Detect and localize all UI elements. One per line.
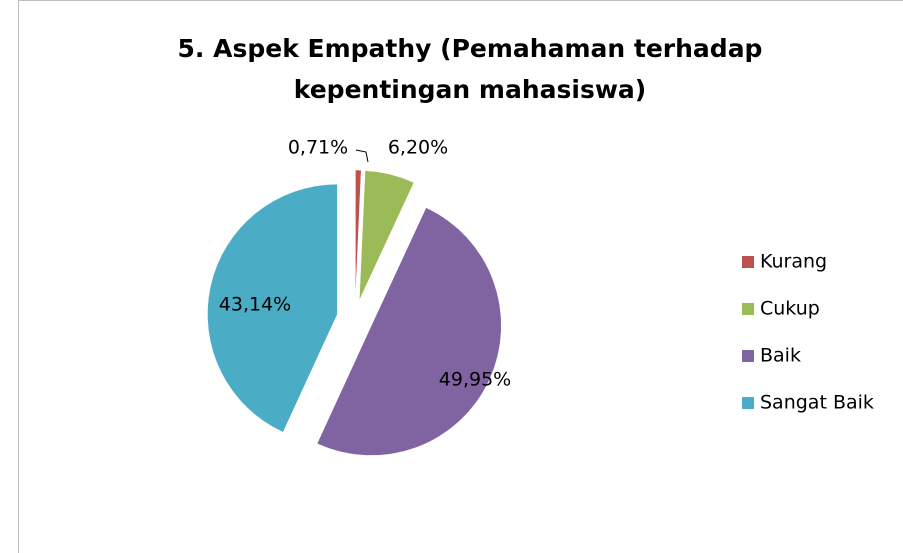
legend-label: Sangat Baik xyxy=(760,392,874,414)
chart-title: 5. Aspek Empathy (Pemahaman terhadap kep… xyxy=(177,34,763,104)
data-label: 43,14% xyxy=(219,294,291,316)
pie-slice xyxy=(359,170,415,301)
pie-slice xyxy=(355,169,362,301)
data-label: 49,95% xyxy=(439,369,511,391)
legend-label: Baik xyxy=(760,345,801,367)
pie-slice xyxy=(316,207,502,456)
pie-slice xyxy=(207,183,338,433)
legend-label: Cukup xyxy=(760,298,820,320)
legend-swatch xyxy=(742,397,754,409)
data-label: 0,71% xyxy=(288,137,348,159)
legend-swatch xyxy=(742,350,754,362)
legend-swatch xyxy=(742,303,754,315)
legend-label: Kurang xyxy=(760,251,827,273)
leader-line xyxy=(355,149,369,163)
legend-swatch xyxy=(742,256,754,268)
data-label: 6,20% xyxy=(388,137,448,159)
